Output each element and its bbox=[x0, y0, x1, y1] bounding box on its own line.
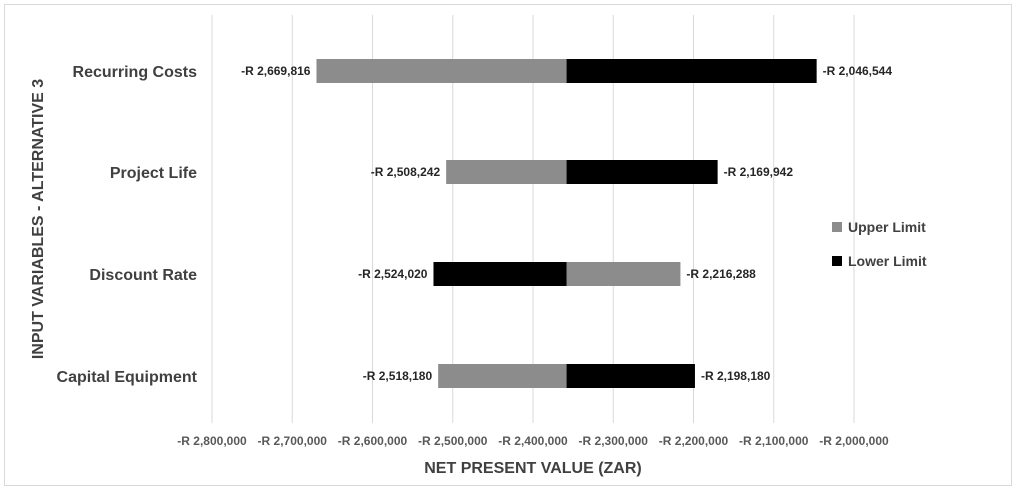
data-label: -R 2,669,816 bbox=[241, 64, 311, 78]
x-tick-label: -R 2,600,000 bbox=[338, 434, 408, 448]
x-tick-label: -R 2,000,000 bbox=[819, 434, 889, 448]
x-tick-label: -R 2,300,000 bbox=[579, 434, 649, 448]
x-tick-label: -R 2,500,000 bbox=[418, 434, 488, 448]
y-axis-title: INPUT VARIABLES - ALTERNATIVE 3 bbox=[30, 79, 47, 359]
x-axis-title: NET PRESENT VALUE (ZAR) bbox=[424, 460, 641, 477]
x-tick-label: -R 2,200,000 bbox=[659, 434, 729, 448]
legend-swatch-upper-limit bbox=[832, 222, 842, 232]
data-label: -R 2,216,288 bbox=[686, 267, 756, 281]
x-tick-label: -R 2,100,000 bbox=[739, 434, 809, 448]
tornado-chart: -R 2,800,000 -R 2,700,000 -R 2,600,000 -R 2… bbox=[30, 15, 927, 477]
bar-lower-limit bbox=[566, 364, 695, 388]
legend-label-upper-limit: Upper Limit bbox=[848, 219, 926, 235]
bar-upper-limit bbox=[438, 364, 567, 388]
category-label: Discount Rate bbox=[89, 267, 197, 284]
legend-label-lower-limit: Lower Limit bbox=[848, 253, 927, 269]
bar-upper-limit bbox=[566, 262, 681, 286]
x-tick-label: -R 2,400,000 bbox=[498, 434, 568, 448]
data-label: -R 2,169,942 bbox=[724, 165, 794, 179]
category-label: Recurring Costs bbox=[73, 64, 198, 81]
category-label: Capital Equipment bbox=[57, 369, 198, 386]
data-label: -R 2,046,544 bbox=[823, 64, 893, 78]
bar-lower-limit bbox=[433, 262, 567, 286]
data-label: -R 2,198,180 bbox=[701, 369, 771, 383]
x-tick-label: -R 2,700,000 bbox=[258, 434, 328, 448]
bar-lower-limit bbox=[566, 59, 817, 83]
x-tick-label: -R 2,800,000 bbox=[177, 434, 247, 448]
chart-frame: -R 2,800,000 -R 2,700,000 -R 2,600,000 -R 2… bbox=[4, 4, 1012, 486]
data-label: -R 2,518,180 bbox=[363, 369, 433, 383]
bar-upper-limit bbox=[446, 160, 567, 184]
data-label: -R 2,524,020 bbox=[358, 267, 428, 281]
legend-swatch-lower-limit bbox=[832, 256, 842, 266]
category-label: Project Life bbox=[110, 165, 197, 182]
data-label: -R 2,508,242 bbox=[371, 165, 441, 179]
bar-upper-limit bbox=[316, 59, 567, 83]
bar-lower-limit bbox=[566, 160, 718, 184]
